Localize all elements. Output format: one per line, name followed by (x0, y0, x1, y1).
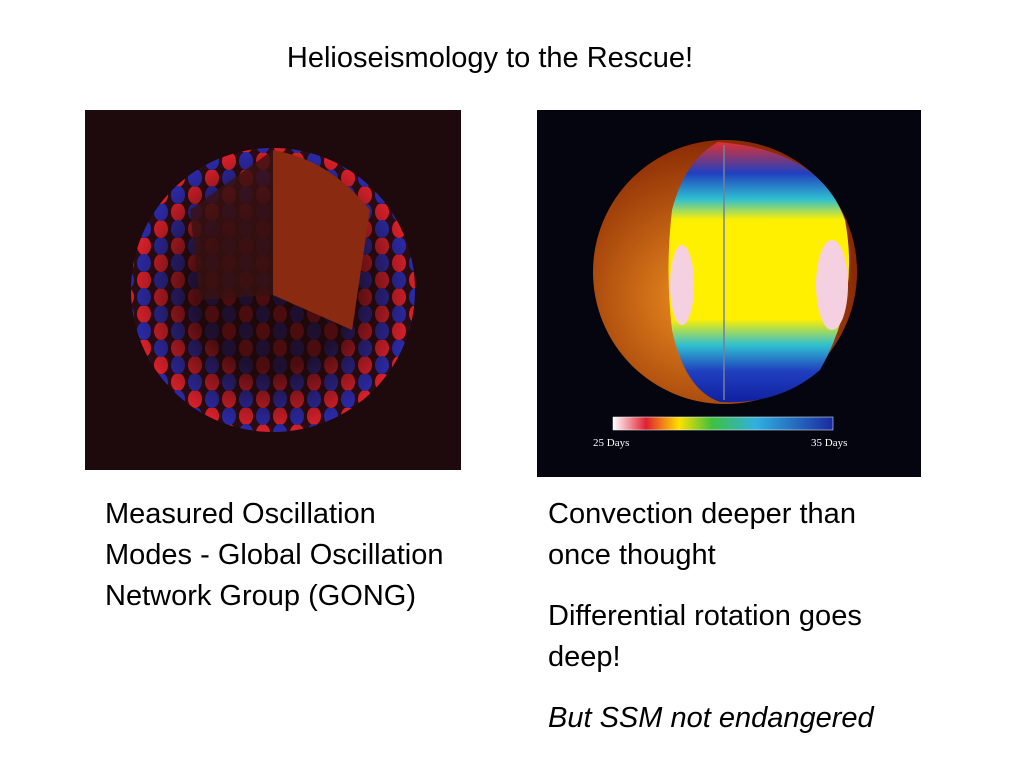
equator-band (670, 245, 694, 325)
cutaway (273, 150, 370, 330)
cutaway-side (190, 150, 273, 300)
color-bar (612, 416, 834, 431)
slide-title: Helioseismology to the Rescue! (286, 42, 694, 74)
scale-label: 35 Days (811, 437, 847, 449)
point: Differential rotation goes deep! (548, 600, 862, 673)
point: But SSM not endangered (548, 702, 874, 734)
equator-band (816, 240, 848, 330)
point: Convection deeper than once thought (548, 498, 856, 571)
scale-label: 25 Days (593, 437, 629, 449)
right-text: Convection deeper than once thought Diff… (548, 494, 926, 759)
rotation-map (668, 142, 850, 403)
left-caption: Measured Oscillation Modes - Global Osci… (105, 498, 444, 612)
